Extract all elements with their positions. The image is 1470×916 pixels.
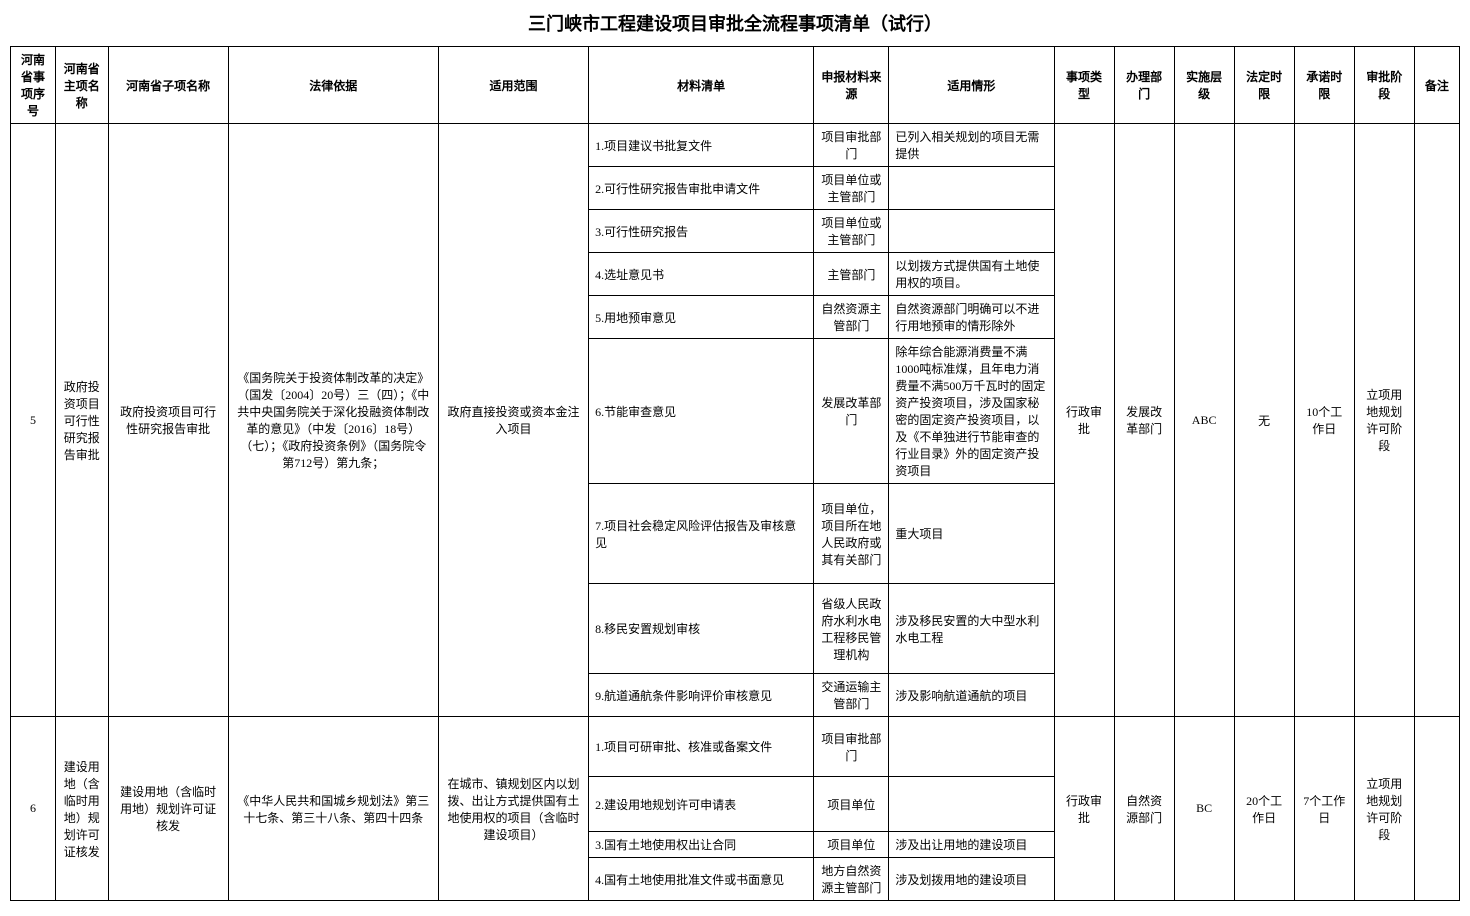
cell-situation xyxy=(889,167,1054,210)
cell-level: BC xyxy=(1174,717,1234,901)
cell-sub: 政府投资项目可行性研究报告审批 xyxy=(108,124,228,717)
header-situation: 适用情形 xyxy=(889,47,1054,124)
cell-source: 发展改革部门 xyxy=(814,339,889,484)
header-sub: 河南省子项名称 xyxy=(108,47,228,124)
cell-scope: 政府直接投资或资本金注入项目 xyxy=(438,124,588,717)
cell-legal: 《国务院关于投资体制改革的决定》（国发〔2004〕20号）三（四）；《中共中央国… xyxy=(228,124,438,717)
cell-situation: 涉及出让用地的建设项目 xyxy=(889,832,1054,858)
header-note: 备注 xyxy=(1414,47,1459,124)
header-stage: 审批阶段 xyxy=(1354,47,1414,124)
header-level: 实施层级 xyxy=(1174,47,1234,124)
cell-material: 5.用地预审意见 xyxy=(589,296,814,339)
header-legal-time: 法定时限 xyxy=(1234,47,1294,124)
cell-source: 项目单位 xyxy=(814,777,889,832)
table-row: 6 建设用地（含临时用地）规划许可证核发 建设用地（含临时用地）规划许可证核发 … xyxy=(11,717,1460,777)
page-title: 三门峡市工程建设项目审批全流程事项清单（试行） xyxy=(10,10,1460,36)
header-material: 材料清单 xyxy=(589,47,814,124)
cell-source: 项目单位或主管部门 xyxy=(814,167,889,210)
cell-situation xyxy=(889,717,1054,777)
cell-stage: 立项用地规划许可阶段 xyxy=(1354,717,1414,901)
cell-sub: 建设用地（含临时用地）规划许可证核发 xyxy=(108,717,228,901)
header-row: 河南省事项序号 河南省主项名称 河南省子项名称 法律依据 适用范围 材料清单 申… xyxy=(11,47,1460,124)
cell-source: 项目单位 xyxy=(814,832,889,858)
cell-seq: 5 xyxy=(11,124,56,717)
cell-source: 地方自然资源主管部门 xyxy=(814,858,889,901)
cell-material: 4.选址意见书 xyxy=(589,253,814,296)
cell-source: 交通运输主管部门 xyxy=(814,674,889,717)
cell-source: 省级人民政府水利水电工程移民管理机构 xyxy=(814,584,889,674)
cell-material: 8.移民安置规划审核 xyxy=(589,584,814,674)
cell-material: 2.建设用地规划许可申请表 xyxy=(589,777,814,832)
cell-level: ABC xyxy=(1174,124,1234,717)
cell-situation: 除年综合能源消费量不满1000吨标准煤，且年电力消费量不满500万千瓦时的固定资… xyxy=(889,339,1054,484)
cell-material: 7.项目社会稳定风险评估报告及审核意见 xyxy=(589,484,814,584)
cell-material: 3.可行性研究报告 xyxy=(589,210,814,253)
cell-promise: 10个工作日 xyxy=(1294,124,1354,717)
cell-legal-time: 20个工作日 xyxy=(1234,717,1294,901)
cell-dept: 发展改革部门 xyxy=(1114,124,1174,717)
cell-material: 9.航道通航条件影响评价审核意见 xyxy=(589,674,814,717)
cell-material: 6.节能审查意见 xyxy=(589,339,814,484)
cell-scope: 在城市、镇规划区内以划拨、出让方式提供国有土地使用权的项目（含临时建设项目） xyxy=(438,717,588,901)
cell-promise: 7个工作日 xyxy=(1294,717,1354,901)
cell-source: 项目单位，项目所在地人民政府或其有关部门 xyxy=(814,484,889,584)
cell-type: 行政审批 xyxy=(1054,717,1114,901)
header-source: 申报材料来源 xyxy=(814,47,889,124)
header-main: 河南省主项名称 xyxy=(56,47,109,124)
cell-seq: 6 xyxy=(11,717,56,901)
header-legal: 法律依据 xyxy=(228,47,438,124)
cell-source: 自然资源主管部门 xyxy=(814,296,889,339)
approval-table: 河南省事项序号 河南省主项名称 河南省子项名称 法律依据 适用范围 材料清单 申… xyxy=(10,46,1460,901)
header-scope: 适用范围 xyxy=(438,47,588,124)
cell-legal-time: 无 xyxy=(1234,124,1294,717)
header-seq: 河南省事项序号 xyxy=(11,47,56,124)
cell-situation: 自然资源部门明确可以不进行用地预审的情形除外 xyxy=(889,296,1054,339)
table-row: 5 政府投资项目可行性研究报告审批 政府投资项目可行性研究报告审批 《国务院关于… xyxy=(11,124,1460,167)
cell-source: 项目审批部门 xyxy=(814,124,889,167)
cell-situation: 重大项目 xyxy=(889,484,1054,584)
cell-material: 2.可行性研究报告审批申请文件 xyxy=(589,167,814,210)
cell-material: 4.国有土地使用批准文件或书面意见 xyxy=(589,858,814,901)
cell-situation: 涉及移民安置的大中型水利水电工程 xyxy=(889,584,1054,674)
cell-material: 1.项目可研审批、核准或备案文件 xyxy=(589,717,814,777)
cell-situation: 以划拨方式提供国有土地使用权的项目。 xyxy=(889,253,1054,296)
cell-material: 1.项目建议书批复文件 xyxy=(589,124,814,167)
cell-source: 主管部门 xyxy=(814,253,889,296)
cell-stage: 立项用地规划许可阶段 xyxy=(1354,124,1414,717)
cell-note xyxy=(1414,124,1459,717)
cell-material: 3.国有土地使用权出让合同 xyxy=(589,832,814,858)
cell-situation: 已列入相关规划的项目无需提供 xyxy=(889,124,1054,167)
cell-source: 项目单位或主管部门 xyxy=(814,210,889,253)
cell-main: 建设用地（含临时用地）规划许可证核发 xyxy=(56,717,109,901)
cell-dept: 自然资源部门 xyxy=(1114,717,1174,901)
cell-situation: 涉及影响航道通航的项目 xyxy=(889,674,1054,717)
header-dept: 办理部门 xyxy=(1114,47,1174,124)
cell-main: 政府投资项目可行性研究报告审批 xyxy=(56,124,109,717)
header-promise: 承诺时限 xyxy=(1294,47,1354,124)
cell-legal: 《中华人民共和国城乡规划法》第三十七条、第三十八条、第四十四条 xyxy=(228,717,438,901)
cell-situation xyxy=(889,777,1054,832)
cell-situation: 涉及划拨用地的建设项目 xyxy=(889,858,1054,901)
cell-type: 行政审批 xyxy=(1054,124,1114,717)
cell-situation xyxy=(889,210,1054,253)
header-type: 事项类型 xyxy=(1054,47,1114,124)
cell-note xyxy=(1414,717,1459,901)
cell-source: 项目审批部门 xyxy=(814,717,889,777)
